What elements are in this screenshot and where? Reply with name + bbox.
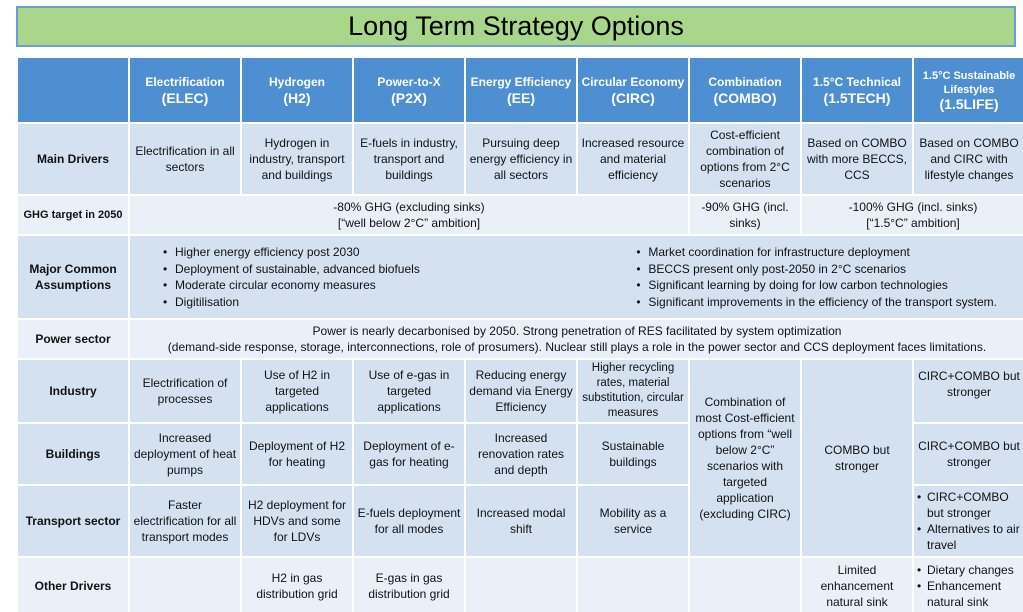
list-item: BECCS present only post-2050 in 2°C scen… [632,261,997,278]
cell-other-h2: H2 in gas distribution grid [242,558,352,612]
assumptions-right-list: Market coordination for infrastructure d… [632,244,997,310]
list-item: Alternatives to air travel [917,521,1021,553]
cell-buildings-15life: CIRC+COMBO but stronger [914,424,1023,484]
cell-main-h2: Hydrogen in industry, transport and buil… [242,124,352,194]
row-label-power: Power sector [18,320,128,358]
cell-other-circ [578,558,688,612]
cell-industry-p2x: Use of e-gas in targeted applications [354,360,464,422]
header-combo: Combination (COMBO) [690,58,800,122]
header-h2: Hydrogen (H2) [242,58,352,122]
cell-other-elec [130,558,240,612]
row-label-industry: Industry [18,360,128,422]
cell-other-15life: Dietary changes Enhancement natural sink [914,558,1023,612]
cell-15tech-merged: COMBO but stronger [802,360,912,556]
cell-buildings-p2x: Deployment of e-gas for heating [354,424,464,484]
cell-transport-p2x: E-fuels deployment for all modes [354,486,464,556]
header-elec: Electrification (ELEC) [130,58,240,122]
cell-main-15tech: Based on COMBO with more BECCS, CCS [802,124,912,194]
cell-transport-h2: H2 deployment for HDVs and some for LDVs [242,486,352,556]
cell-buildings-ee: Increased renovation rates and depth [466,424,576,484]
row-label-other: Other Drivers [18,558,128,612]
row-label-assumptions: Major Common Assumptions [18,236,128,318]
cell-main-p2x: E-fuels in industry, transport and build… [354,124,464,194]
page-title: Long Term Strategy Options [16,6,1016,47]
cell-industry-circ: Higher recycling rates, material substit… [578,360,688,422]
header-ee: Energy Efficiency (EE) [466,58,576,122]
list-item: Deployment of sustainable, advanced biof… [159,261,420,278]
list-item: Digitilisation [159,294,420,311]
row-label-main-drivers: Main Drivers [18,124,128,194]
cell-main-ee: Pursuing deep energy efficiency in all s… [466,124,576,194]
header-15tech: 1.5°C Technical (1.5TECH) [802,58,912,122]
cell-other-15tech: Limited enhancement natural sink [802,558,912,612]
header-15life: 1.5°C Sustainable Lifestyles (1.5LIFE) [914,58,1023,122]
cell-transport-elec: Faster electrification for all transport… [130,486,240,556]
cell-other-ee [466,558,576,612]
cell-ghg-90: -90% GHG (incl. sinks) [690,196,800,234]
row-label-transport: Transport sector [18,486,128,556]
cell-main-elec: Electrification in all sectors [130,124,240,194]
cell-other-combo [690,558,800,612]
list-item: CIRC+COMBO but stronger [917,489,1021,521]
list-item: Significant learning by doing for low ca… [632,277,997,294]
other-15life-list: Dietary changes Enhancement natural sink [917,562,1021,610]
cell-assumptions: Higher energy efficiency post 2030 Deplo… [130,236,1023,318]
cell-transport-circ: Mobility as a service [578,486,688,556]
cell-main-circ: Increased resource and material efficien… [578,124,688,194]
cell-other-p2x: E-gas in gas distribution grid [354,558,464,612]
cell-industry-15life: CIRC+COMBO but stronger [914,360,1023,422]
cell-industry-h2: Use of H2 in targeted applications [242,360,352,422]
row-label-ghg: GHG target in 2050 [18,196,128,234]
list-item: Significant improvements in the efficien… [632,294,997,311]
cell-buildings-h2: Deployment of H2 for heating [242,424,352,484]
cell-main-combo: Cost-efficient combination of options fr… [690,124,800,194]
list-item: Market coordination for infrastructure d… [632,244,997,261]
assumptions-left-list: Higher energy efficiency post 2030 Deplo… [159,244,420,310]
cell-buildings-circ: Sustainable buildings [578,424,688,484]
cell-transport-ee: Increased modal shift [466,486,576,556]
cell-buildings-elec: Increased deployment of heat pumps [130,424,240,484]
transport-15life-list: CIRC+COMBO but stronger Alternatives to … [917,489,1021,553]
cell-ghg-100: -100% GHG (incl. sinks) [“1.5°C” ambition… [802,196,1023,234]
cell-combo-merged: Combination of most Cost-efficient optio… [690,360,800,556]
header-corner [18,58,128,122]
cell-industry-elec: Electrification of processes [130,360,240,422]
cell-transport-15life: CIRC+COMBO but stronger Alternatives to … [914,486,1023,556]
list-item: Higher energy efficiency post 2030 [159,244,420,261]
cell-ghg-80: -80% GHG (excluding sinks) [“well below 2… [130,196,688,234]
row-label-buildings: Buildings [18,424,128,484]
list-item: Dietary changes [917,562,1021,578]
cell-industry-ee: Reducing energy demand via Energy Effici… [466,360,576,422]
list-item: Enhancement natural sink [917,578,1021,610]
cell-power: Power is nearly decarbonised by 2050. St… [130,320,1023,358]
header-circ: Circular Economy (CIRC) [578,58,688,122]
header-p2x: Power-to-X (P2X) [354,58,464,122]
strategy-options-table: Electrification (ELEC) Hydrogen (H2) Power… [16,56,1023,612]
list-item: Moderate circular economy measures [159,277,420,294]
cell-main-15life: Based on COMBO and CIRC with lifestyle c… [914,124,1023,194]
